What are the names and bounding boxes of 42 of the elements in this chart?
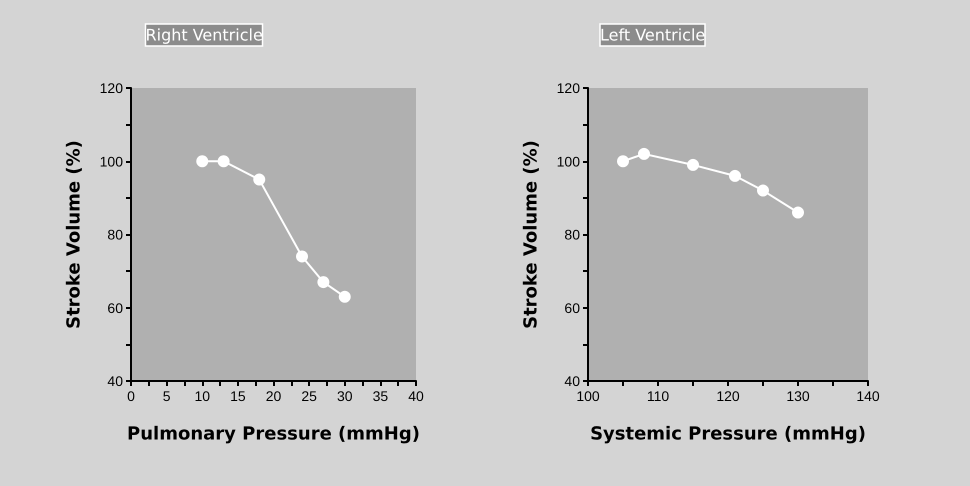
y-tick-label: 40: [564, 373, 580, 389]
y-tick-label: 100: [556, 153, 580, 170]
point: [317, 276, 330, 288]
x-tick-label: 15: [230, 388, 246, 404]
y-tick-label: 40: [107, 373, 124, 389]
y-tick-label: 80: [107, 226, 124, 242]
x-tick-label: 20: [266, 388, 282, 404]
x-axis-title: Pulmonary Pressure (mmHg): [127, 424, 420, 444]
point: [687, 158, 699, 171]
x-tick-label: 35: [372, 388, 388, 404]
x-tick-label: 40: [408, 388, 424, 404]
x-tick-label: 110: [646, 388, 670, 404]
point: [196, 155, 208, 168]
y-tick-label: 80: [564, 226, 580, 242]
y-tick-label: 120: [100, 80, 124, 96]
point: [338, 290, 351, 303]
point: [638, 148, 650, 160]
y-tick-label: 60: [564, 300, 580, 316]
point: [296, 250, 308, 262]
point: [253, 174, 266, 186]
x-tick-label: 140: [856, 388, 880, 404]
x-axis-title: Systemic Pressure (mmHg): [590, 424, 866, 444]
point: [617, 155, 629, 168]
y-axis-title: Stroke Volume (%): [520, 140, 542, 329]
point: [757, 184, 769, 197]
chart-title: Left Ventricle: [600, 26, 706, 44]
y-tick-label: 100: [100, 153, 124, 170]
x-tick-label: 120: [716, 388, 740, 404]
x-tick-label: 5: [162, 388, 171, 404]
point: [792, 206, 804, 219]
x-tick-label: 0: [127, 388, 136, 404]
x-tick-label: 25: [301, 388, 318, 404]
y-tick-label: 60: [107, 300, 124, 316]
chart-title: Right Ventricle: [146, 26, 263, 44]
point: [218, 155, 230, 168]
x-tick-label: 30: [336, 388, 353, 404]
y-axis-title: Stroke Volume (%): [64, 140, 84, 329]
y-tick-label: 120: [556, 80, 580, 96]
x-tick-label: 130: [786, 388, 810, 404]
point: [729, 170, 741, 182]
x-tick-label: 100: [576, 388, 600, 404]
x-tick-label: 10: [194, 388, 210, 404]
